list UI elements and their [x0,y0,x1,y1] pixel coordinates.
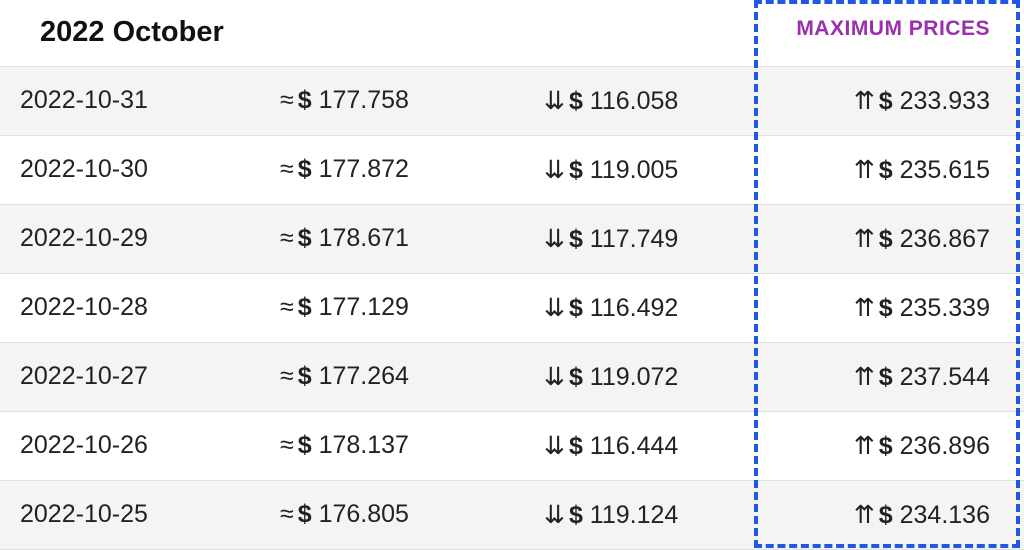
max-price-cell: ⇈$ 236.867 [754,204,1024,273]
avg-price-cell: ≈$ 177.872 [280,135,544,204]
up-arrow-icon: ⇈ [854,431,875,461]
avg-price-value: $ 176.805 [298,500,409,528]
max-price-cell: ⇈$ 233.933 [754,66,1024,135]
avg-price-value: $ 178.137 [298,431,409,459]
date-cell: 2022-10-25 [0,480,280,549]
avg-price-cell: ≈$ 178.671 [280,204,544,273]
price-table-container: 2022 October MAXIMUM PRICES 2022-10-31≈$… [0,0,1024,550]
date-cell: 2022-10-29 [0,204,280,273]
date-cell: 2022-10-31 [0,66,280,135]
up-arrow-icon: ⇈ [854,155,875,185]
min-price-value: $ 116.444 [569,432,678,460]
min-price-value: $ 119.072 [569,363,678,391]
max-price-value: $ 235.615 [879,156,990,184]
down-arrow-icon: ⇊ [544,155,565,185]
max-price-cell: ⇈$ 234.136 [754,480,1024,549]
up-arrow-icon: ⇈ [854,362,875,392]
date-cell: 2022-10-30 [0,135,280,204]
max-price-cell: ⇈$ 236.896 [754,411,1024,480]
approx-icon: ≈ [280,293,294,322]
table-header-row: 2022 October MAXIMUM PRICES [0,0,1024,66]
min-price-value: $ 116.492 [569,294,678,322]
table-title-cell: 2022 October [0,0,754,66]
date-cell: 2022-10-27 [0,342,280,411]
approx-icon: ≈ [280,362,294,391]
approx-icon: ≈ [280,86,294,115]
up-arrow-icon: ⇈ [854,293,875,323]
avg-price-value: $ 177.264 [298,362,409,390]
down-arrow-icon: ⇊ [544,224,565,254]
up-arrow-icon: ⇈ [854,224,875,254]
price-table-body: 2022 October MAXIMUM PRICES 2022-10-31≈$… [0,0,1024,549]
avg-price-value: $ 178.671 [298,224,409,252]
avg-price-value: $ 177.872 [298,155,409,183]
table-row: 2022-10-31≈$ 177.758⇊$ 116.058⇈$ 233.933 [0,66,1024,135]
down-arrow-icon: ⇊ [544,362,565,392]
approx-icon: ≈ [280,224,294,253]
down-arrow-icon: ⇊ [544,431,565,461]
max-price-value: $ 235.339 [879,294,990,322]
avg-price-cell: ≈$ 176.805 [280,480,544,549]
table-title: 2022 October [20,16,224,48]
min-price-cell: ⇊$ 116.058 [544,66,754,135]
avg-price-value: $ 177.758 [298,86,409,114]
price-table: 2022 October MAXIMUM PRICES 2022-10-31≈$… [0,0,1024,550]
avg-price-cell: ≈$ 177.264 [280,342,544,411]
date-cell: 2022-10-28 [0,273,280,342]
avg-price-cell: ≈$ 177.758 [280,66,544,135]
table-row: 2022-10-27≈$ 177.264⇊$ 119.072⇈$ 237.544 [0,342,1024,411]
max-price-value: $ 234.136 [879,501,990,529]
table-row: 2022-10-25≈$ 176.805⇊$ 119.124⇈$ 234.136 [0,480,1024,549]
approx-icon: ≈ [280,431,294,460]
max-price-value: $ 236.896 [879,432,990,460]
min-price-value: $ 117.749 [569,225,678,253]
up-arrow-icon: ⇈ [854,86,875,116]
avg-price-cell: ≈$ 178.137 [280,411,544,480]
down-arrow-icon: ⇊ [544,86,565,116]
max-price-cell: ⇈$ 235.615 [754,135,1024,204]
min-price-value: $ 116.058 [569,87,678,115]
table-row: 2022-10-29≈$ 178.671⇊$ 117.749⇈$ 236.867 [0,204,1024,273]
down-arrow-icon: ⇊ [544,500,565,530]
avg-price-cell: ≈$ 177.129 [280,273,544,342]
table-row: 2022-10-30≈$ 177.872⇊$ 119.005⇈$ 235.615 [0,135,1024,204]
min-price-cell: ⇊$ 119.005 [544,135,754,204]
max-price-value: $ 236.867 [879,225,990,253]
date-cell: 2022-10-26 [0,411,280,480]
max-prices-label: MAXIMUM PRICES [796,17,990,40]
max-price-value: $ 233.933 [879,87,990,115]
avg-price-value: $ 177.129 [298,293,409,321]
approx-icon: ≈ [280,500,294,529]
table-row: 2022-10-28≈$ 177.129⇊$ 116.492⇈$ 235.339 [0,273,1024,342]
min-price-value: $ 119.124 [569,501,678,529]
table-row: 2022-10-26≈$ 178.137⇊$ 116.444⇈$ 236.896 [0,411,1024,480]
down-arrow-icon: ⇊ [544,293,565,323]
approx-icon: ≈ [280,155,294,184]
max-price-cell: ⇈$ 237.544 [754,342,1024,411]
min-price-cell: ⇊$ 116.492 [544,273,754,342]
max-price-cell: ⇈$ 235.339 [754,273,1024,342]
min-price-cell: ⇊$ 119.124 [544,480,754,549]
min-price-cell: ⇊$ 116.444 [544,411,754,480]
min-price-value: $ 119.005 [569,156,678,184]
max-price-value: $ 237.544 [879,363,990,391]
min-price-cell: ⇊$ 117.749 [544,204,754,273]
min-price-cell: ⇊$ 119.072 [544,342,754,411]
max-prices-header-cell: MAXIMUM PRICES [754,0,1024,66]
up-arrow-icon: ⇈ [854,500,875,530]
